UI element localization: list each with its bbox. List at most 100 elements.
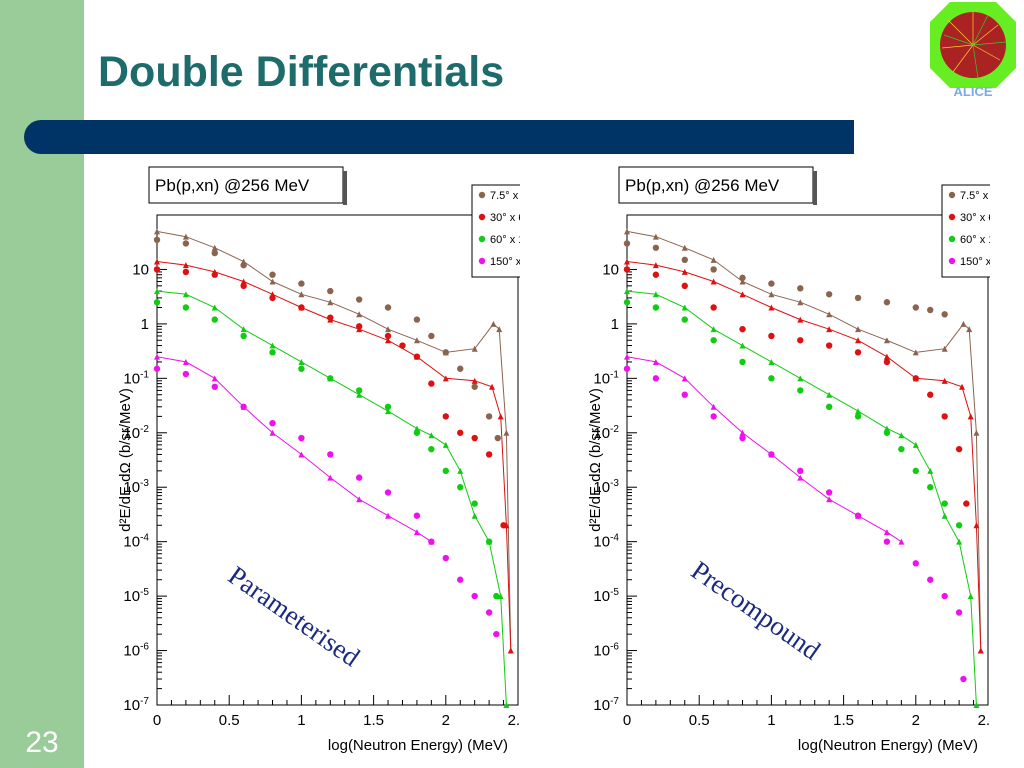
x-tick-label: 2 — [912, 712, 920, 729]
model-marker — [497, 593, 504, 600]
model-marker — [959, 383, 966, 390]
chart-title-box: Pb(p,xn) @256 MeV — [618, 166, 817, 205]
alice-logo: ALICE — [930, 2, 1016, 98]
model-marker — [442, 375, 449, 382]
data-point — [428, 445, 435, 453]
data-point — [681, 316, 688, 323]
data-point — [912, 304, 919, 311]
data-point — [825, 403, 833, 411]
y-tick-label: 10-5 — [123, 587, 149, 605]
data-point — [240, 282, 247, 290]
data-point — [960, 675, 967, 683]
data-point — [182, 268, 190, 276]
data-point — [797, 337, 804, 344]
data-point — [471, 500, 478, 507]
slide-number: 23 — [25, 726, 59, 759]
data-point — [912, 560, 919, 567]
model-marker — [967, 413, 974, 420]
model-marker — [385, 326, 392, 333]
model-marker — [710, 403, 717, 410]
model-marker — [855, 337, 862, 344]
model-marker — [356, 311, 363, 318]
data-point — [739, 434, 746, 442]
model-marker — [652, 358, 659, 365]
model-marker — [973, 702, 980, 708]
data-point — [471, 434, 478, 442]
model-marker — [681, 268, 688, 275]
data-point — [854, 294, 862, 302]
data-point — [211, 249, 218, 257]
data-point — [327, 375, 334, 382]
model-marker — [710, 256, 717, 263]
data-point — [428, 332, 435, 340]
legend-entry: 30° x 64 — [490, 212, 520, 224]
chart-title-shadow — [343, 171, 347, 205]
model-marker — [471, 345, 478, 352]
data-point — [399, 342, 406, 349]
data-point — [298, 365, 305, 372]
data-point — [413, 429, 421, 436]
model-marker — [327, 474, 334, 481]
model-marker — [855, 326, 862, 333]
y-tick-label: 1 — [141, 316, 149, 333]
logo-text: ALICE — [954, 84, 993, 98]
legend-marker — [948, 235, 956, 243]
data-point — [912, 375, 919, 382]
data-point — [485, 413, 493, 420]
data-point — [941, 500, 948, 507]
model-marker — [490, 320, 497, 327]
chart-title-box: Pb(p,xn) @256 MeV — [148, 166, 347, 205]
series-0 — [153, 228, 514, 654]
model-marker — [442, 441, 449, 448]
data-point — [298, 304, 305, 311]
model-marker — [883, 337, 890, 344]
model-line — [626, 261, 982, 651]
data-point — [883, 429, 891, 436]
plot-precompound: Pb(p,xn) @256 MeV 0 0.5 1 1.5 2 2.5 10-7 10-6 10-… — [570, 160, 990, 768]
data-point — [211, 271, 218, 278]
model-marker — [154, 228, 160, 235]
data-point — [413, 512, 421, 519]
data-point — [912, 467, 919, 475]
model-marker — [966, 326, 973, 333]
model-marker — [912, 349, 919, 356]
model-marker — [356, 496, 363, 503]
data-point — [182, 304, 190, 311]
data-point — [883, 538, 891, 545]
data-point — [941, 413, 948, 420]
data-point — [494, 434, 501, 442]
data-point — [623, 266, 631, 273]
data-point — [384, 304, 392, 311]
model-marker — [489, 383, 496, 390]
data-point — [883, 358, 891, 366]
data-point — [941, 311, 948, 318]
x-tick-label: 2.5 — [508, 712, 520, 729]
data-point — [457, 484, 464, 491]
data-point — [681, 391, 688, 398]
x-tick-label: 1 — [297, 712, 305, 729]
x-tick-label: 2.5 — [978, 712, 990, 729]
data-point — [768, 280, 775, 287]
data-point — [428, 538, 435, 545]
data-point — [927, 484, 934, 491]
model-marker — [624, 228, 630, 235]
data-point — [240, 261, 247, 269]
title-underline-bar — [24, 120, 854, 154]
model-marker — [941, 512, 948, 519]
model-marker — [154, 353, 160, 360]
plot-frame — [626, 214, 989, 706]
data-point — [327, 451, 334, 458]
legend-marker — [948, 191, 956, 199]
legend: 7.5° x 256 30° x 64 60° x 16 150° x 1 — [941, 184, 990, 278]
model-marker — [413, 529, 420, 536]
chart-svg: Pb(p,xn) @256 MeV 0 0.5 1 1.5 2 2.5 10-7 10-6 10-… — [117, 166, 520, 754]
legend-entry: 7.5° x 256 — [960, 190, 990, 202]
chart-title-frame — [148, 166, 344, 204]
data-point — [471, 592, 478, 600]
model-marker — [883, 529, 890, 536]
data-point — [710, 266, 717, 273]
model-marker — [182, 233, 189, 240]
y-tick-label: 10 — [132, 261, 149, 278]
model-marker — [503, 429, 510, 436]
model-line — [626, 230, 982, 651]
